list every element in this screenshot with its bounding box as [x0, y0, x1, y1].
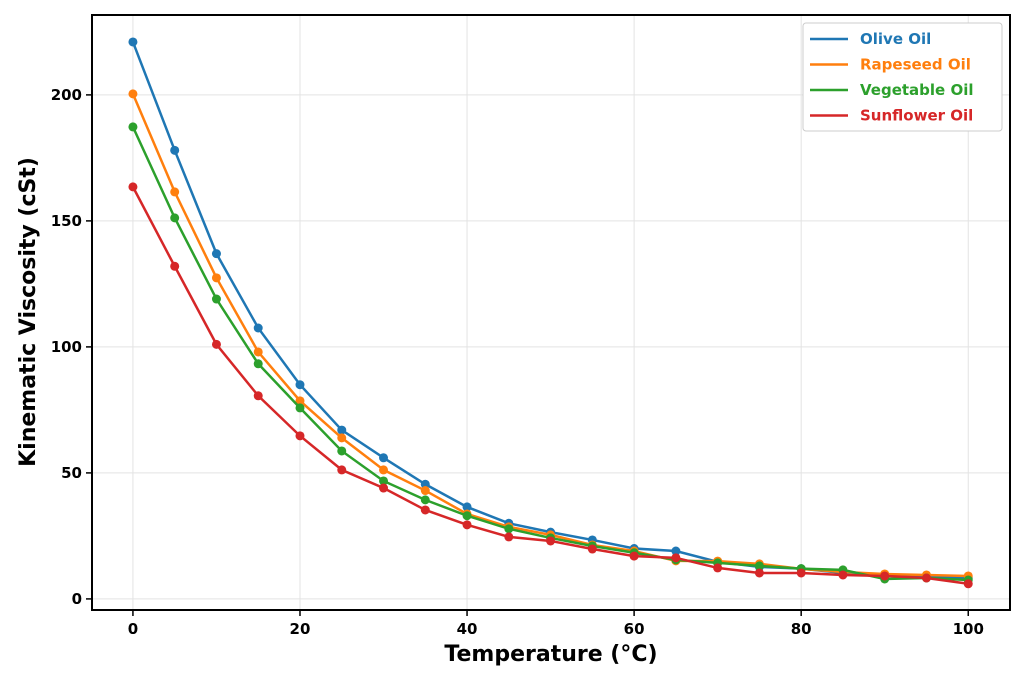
x-tick-label: 100	[953, 620, 984, 638]
data-point	[671, 553, 681, 563]
y-tick-label: 100	[51, 338, 82, 356]
series-line-rapeseed-oil	[131, 93, 969, 578]
data-point	[713, 563, 723, 573]
data-point	[337, 425, 347, 435]
data-point	[170, 213, 180, 223]
data-point	[211, 249, 221, 259]
data-point	[420, 479, 430, 489]
data-point	[587, 544, 597, 554]
data-point	[379, 483, 389, 493]
data-point	[170, 145, 180, 155]
y-tick-label: 200	[51, 86, 82, 104]
data-point	[128, 37, 138, 47]
data-point	[420, 495, 430, 505]
y-axis-label: Kinematic Viscosity (cSt)	[16, 157, 41, 467]
data-point	[253, 359, 263, 369]
data-point	[921, 573, 931, 583]
data-point	[671, 546, 681, 556]
data-point	[754, 561, 764, 571]
legend-label: Vegetable Oil	[860, 81, 973, 99]
series-lines	[128, 37, 973, 589]
data-point	[295, 380, 305, 390]
legend-label: Olive Oil	[860, 30, 931, 48]
y-tick-label: 50	[61, 464, 82, 482]
data-point	[838, 570, 848, 580]
data-point	[504, 532, 514, 542]
data-point	[462, 520, 472, 530]
data-point	[754, 568, 764, 578]
series-line-sunflower-oil	[131, 186, 969, 586]
x-tick-label: 0	[128, 620, 138, 638]
x-tick-label: 80	[791, 620, 812, 638]
data-point	[253, 391, 263, 401]
data-point	[504, 524, 514, 534]
data-point	[379, 476, 389, 486]
data-point	[253, 323, 263, 333]
x-tick-label: 20	[290, 620, 311, 638]
data-point	[462, 511, 472, 521]
data-point	[128, 89, 138, 99]
data-point	[211, 339, 221, 349]
data-point	[211, 294, 221, 304]
data-point	[462, 502, 472, 512]
data-point	[337, 446, 347, 456]
data-point	[337, 465, 347, 475]
x-tick-label: 60	[624, 620, 645, 638]
legend-label: Sunflower Oil	[860, 107, 973, 125]
data-point	[128, 122, 138, 132]
legend-label: Rapeseed Oil	[860, 56, 971, 74]
y-tick-label: 150	[51, 212, 82, 230]
legend: Olive Oil Rapeseed Oil Vegetable Oil Sunflo…	[802, 22, 1003, 132]
data-point	[295, 396, 305, 406]
data-point	[253, 347, 263, 357]
data-point	[880, 571, 890, 581]
data-point	[379, 453, 389, 463]
data-point	[420, 486, 430, 496]
y-tick-label: 0	[72, 590, 82, 608]
plot-frame	[91, 14, 1011, 611]
data-point	[170, 187, 180, 197]
data-point	[128, 182, 138, 192]
data-point	[295, 431, 305, 441]
data-point	[295, 403, 305, 413]
x-axis-label: Temperature (°C)	[444, 642, 657, 667]
data-point	[963, 579, 973, 589]
legend-box	[802, 22, 1003, 132]
data-point	[629, 551, 639, 561]
data-point	[796, 568, 806, 578]
data-point	[211, 273, 221, 283]
data-point	[420, 505, 430, 515]
data-point	[379, 465, 389, 475]
x-tick-label: 40	[457, 620, 478, 638]
data-point	[170, 261, 180, 271]
data-point	[546, 536, 556, 546]
data-point	[337, 433, 347, 443]
ticks: 0 20 40 60 80 100 0 50 100 150 200	[51, 86, 984, 638]
